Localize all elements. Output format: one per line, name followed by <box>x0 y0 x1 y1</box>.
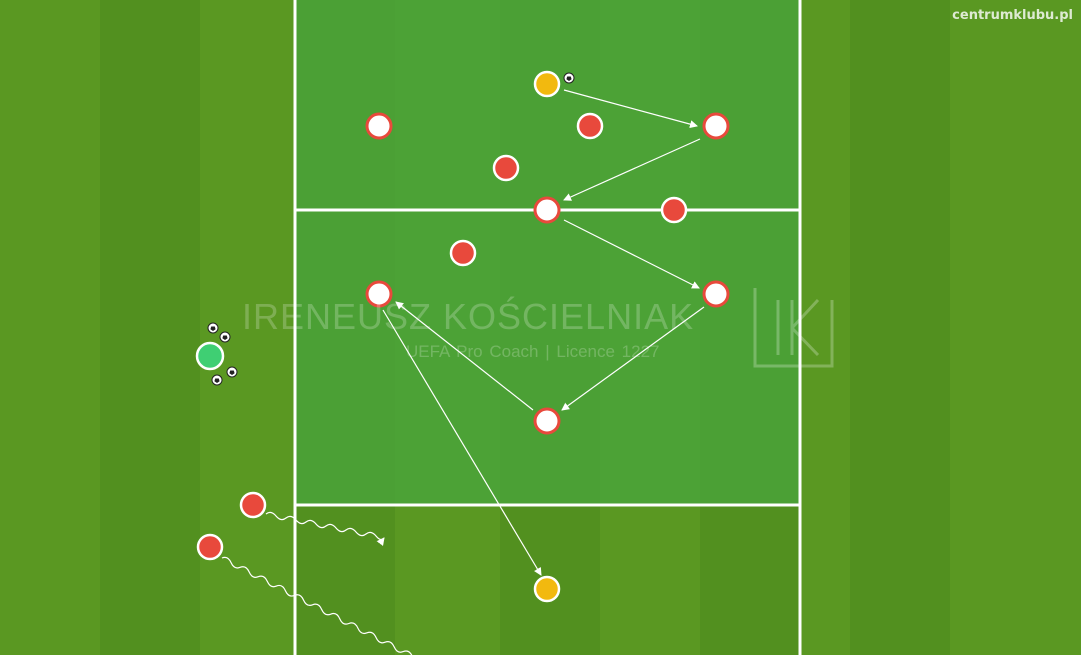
watermark-logo <box>753 288 834 368</box>
pass-arrow <box>561 306 705 411</box>
white-player <box>365 112 393 140</box>
pass-arrow <box>563 138 701 201</box>
red-player <box>576 112 604 140</box>
white-player <box>702 280 730 308</box>
watermark-subtitle: UEFA Pro Coach | Licence 1227 <box>406 342 660 361</box>
dribble-run-arrow <box>265 511 385 546</box>
ball-icon <box>207 322 219 334</box>
white-player <box>365 280 393 308</box>
red-player <box>660 196 688 224</box>
site-label[interactable]: centrumklubu.pl <box>952 8 1073 23</box>
red-player <box>239 491 267 519</box>
dribble-runs <box>221 511 422 655</box>
white-player <box>702 112 730 140</box>
dribble-run-arrow <box>221 556 422 655</box>
pass-arrow <box>395 301 534 411</box>
red-player <box>492 154 520 182</box>
ball-icon <box>211 374 223 386</box>
white-player <box>533 196 561 224</box>
yellow-player <box>533 575 561 603</box>
pass-arrow <box>563 89 698 129</box>
red-player <box>196 533 224 561</box>
white-player <box>533 407 561 435</box>
red-player <box>449 239 477 267</box>
players <box>195 70 730 603</box>
pass-arrow <box>563 219 700 289</box>
pass-arrows <box>382 89 705 576</box>
green-player <box>195 341 225 371</box>
ball-icon <box>563 72 575 84</box>
yellow-player <box>533 70 561 98</box>
ball-icon <box>219 331 231 343</box>
watermark-name: IRENEUSZ KOŚCIELNIAK <box>242 296 695 337</box>
ball-icon <box>226 366 238 378</box>
pass-arrow <box>382 309 542 576</box>
